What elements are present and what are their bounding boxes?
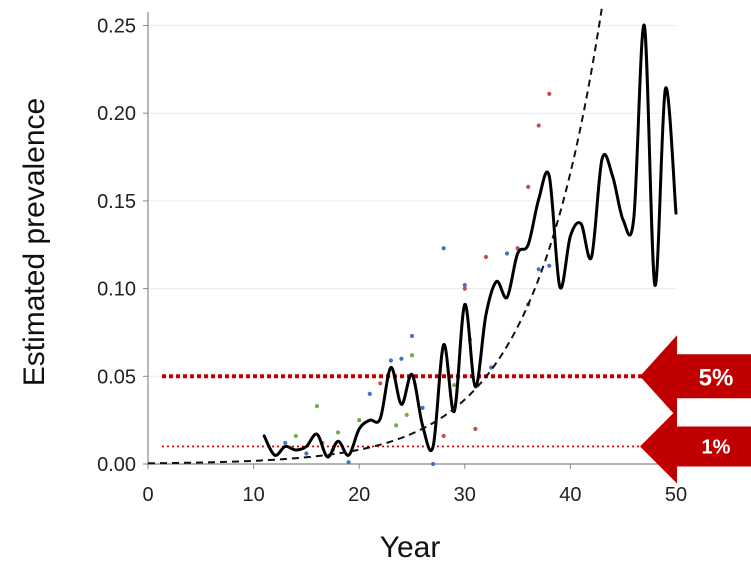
scatter-point: [388, 358, 393, 363]
scatter-point: [489, 365, 494, 370]
flag-label: 5%: [699, 364, 734, 391]
scatter-point: [346, 460, 351, 465]
tick-labels: 0.00 0.05 0.10 0.15 0.20 0.25 0 10 20 30 40 50: [97, 16, 687, 507]
scatter-point: [431, 461, 436, 467]
y-tick-label: 0.15: [97, 191, 136, 213]
scatter-point: [452, 382, 457, 388]
scatter-point: [314, 404, 320, 409]
threshold-flags: 5% 1%: [640, 335, 751, 484]
x-tick-label: 10: [242, 484, 264, 506]
y-tick-label: 0.05: [97, 366, 136, 388]
scatter-point: [335, 430, 341, 435]
series-lines: [147, 6, 678, 465]
scatter-point: [462, 282, 467, 288]
exponential-fit-line: [147, 6, 604, 465]
scatter-points: [283, 91, 552, 467]
scatter-point: [504, 251, 510, 256]
scatter-point: [473, 426, 478, 432]
scatter-point: [409, 353, 415, 358]
scatter-point: [378, 381, 383, 386]
gridlines: [148, 25, 676, 377]
prevalence-line: [262, 23, 678, 459]
x-tick-label: 20: [348, 484, 370, 506]
y-tick-label: 0.25: [97, 16, 136, 38]
scatter-point: [394, 423, 399, 428]
flag-label: 1%: [702, 436, 731, 458]
scatter-point: [483, 254, 489, 260]
y-tick-label: 0.10: [97, 279, 136, 301]
scatter-point: [547, 91, 552, 97]
scatter-point: [526, 184, 531, 189]
y-axis-title: Estimated prevalence: [18, 98, 51, 387]
scatter-point: [420, 405, 425, 410]
scatter-point: [409, 333, 415, 339]
scatter-point: [304, 451, 309, 456]
scatter-point: [536, 267, 541, 272]
flag-arrow: [640, 409, 751, 484]
scatter-point: [441, 246, 446, 251]
scatter-point: [547, 263, 552, 268]
scatter-point: [399, 356, 404, 361]
x-tick-label: 40: [559, 484, 581, 506]
scatter-point: [283, 440, 288, 446]
y-tick-label: 0.00: [97, 454, 136, 476]
scatter-point: [404, 412, 409, 417]
scatter-point: [357, 418, 362, 423]
x-tick-label: 30: [454, 484, 476, 506]
x-axis-title: Year: [380, 531, 441, 564]
scatter-point: [293, 433, 298, 439]
x-tick-label: 50: [665, 484, 687, 506]
flag-arrow: [640, 335, 751, 418]
scatter-point: [462, 286, 467, 291]
y-tick-label: 0.20: [97, 103, 136, 125]
x-tick-label: 0: [142, 484, 153, 506]
reference-lines: [162, 374, 672, 448]
scatter-point: [536, 123, 541, 128]
scatter-point: [367, 391, 372, 396]
scatter-point: [441, 433, 446, 439]
axes: [143, 12, 677, 469]
